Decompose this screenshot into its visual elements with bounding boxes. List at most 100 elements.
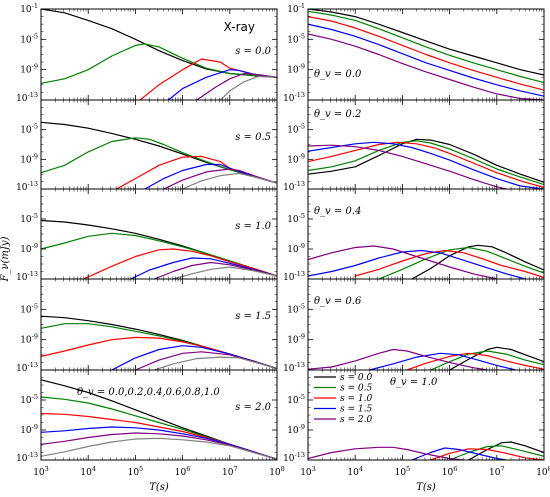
series-line-gray <box>173 266 277 279</box>
series-line-blue <box>130 257 277 279</box>
series-line-black <box>468 441 544 460</box>
series-line-red <box>139 58 277 100</box>
panel-left-0: 10-1 10-5 10-9 10-13 s = 0.0 X-ray <box>16 2 278 104</box>
series-line-black <box>308 138 544 183</box>
x-axis-title-right: T(s) <box>416 482 436 493</box>
y-tick-label: 10-9 <box>20 423 38 436</box>
y-tick-label: 10-1 <box>287 2 305 15</box>
series-line-red <box>41 412 277 460</box>
band-label: X-ray <box>224 20 255 34</box>
y-tick-label: 10-9 <box>20 63 38 76</box>
series-line-blue <box>168 69 277 100</box>
series-line-purple <box>154 261 277 279</box>
y-tick-label: 10-5 <box>287 32 305 45</box>
panel-left-2: 10-5 10-9 10-13 s = 1.0 <box>16 188 278 283</box>
legend-label: s = 0.0 <box>340 373 372 383</box>
series-line-black <box>411 244 544 279</box>
series-line-purple <box>196 72 277 100</box>
y-tick-label: 10-13 <box>283 451 305 464</box>
series-line-blue <box>111 345 277 370</box>
series-line-red <box>308 16 544 91</box>
y-tick-label: 10-5 <box>20 123 38 136</box>
series-line-red <box>83 248 277 279</box>
series-line-green <box>41 43 277 84</box>
series-line-red <box>308 141 544 189</box>
series-line-purple <box>163 168 277 189</box>
x-tick-label: 108 <box>536 465 550 478</box>
series-line-red <box>406 352 544 370</box>
series-line-red <box>41 336 277 370</box>
panel-label-theta: θ_v = 0.2 <box>314 109 361 120</box>
y-tick-label: 10-5 <box>287 393 305 406</box>
panel-right-0: 10-1 10-5 10-9 10-13 θ_v = 0.0 <box>283 2 545 104</box>
y-tick-label: 10-9 <box>20 152 38 165</box>
panel-label-s: s = 1.0 <box>235 221 271 232</box>
series-line-green <box>41 232 277 277</box>
y-axis-title: F_ν(mJy) <box>0 236 11 282</box>
series-line-blue <box>308 249 526 279</box>
y-tick-label: 10-13 <box>283 91 305 104</box>
series-line-black <box>449 346 544 370</box>
series-line-purple <box>41 432 277 460</box>
theta-values-note: θ_v = 0.0,0.2,0.4,0.6,0.8,1.0 <box>77 387 220 398</box>
y-tick-label: 10-13 <box>16 451 38 464</box>
series-line-blue <box>308 23 544 97</box>
series-line-gray <box>182 172 277 189</box>
series-line-gray <box>219 75 277 100</box>
series-line-purple <box>135 351 277 370</box>
series-line-red <box>116 155 277 189</box>
x-tick-label: 103 <box>33 465 49 478</box>
series-line-purple <box>308 144 507 189</box>
x-tick-label: 107 <box>489 465 505 478</box>
y-tick-label: 10-9 <box>287 63 305 76</box>
x-tick-label: 106 <box>175 465 191 478</box>
series-line-green <box>378 246 544 279</box>
y-tick-label: 10-9 <box>287 152 305 165</box>
y-tick-label: 10-9 <box>20 242 38 255</box>
x-tick-label: 104 <box>347 465 363 478</box>
y-tick-label: 10-9 <box>287 333 305 346</box>
series-line-gray <box>41 437 277 460</box>
panel-label-s: s = 1.5 <box>235 311 271 322</box>
legend-label: s = 1.5 <box>340 405 372 415</box>
panel-right-1: 10-5 10-9 10-13 θ_v = 0.2 <box>283 99 545 193</box>
panel-right-2: 10-5 10-9 10-13 θ_v = 0.4 <box>283 188 545 283</box>
series-line-purple <box>308 446 464 460</box>
y-tick-label: 10-1 <box>20 2 38 15</box>
series-line-blue <box>41 426 277 460</box>
x-tick-label: 105 <box>395 465 411 478</box>
y-tick-label: 10-5 <box>20 302 38 315</box>
x-axis-title-left: T(s) <box>149 482 169 493</box>
panel-label-theta: θ_v = 0.4 <box>314 206 361 217</box>
legend-label: s = 1.0 <box>340 394 372 404</box>
series-line-gray <box>154 356 277 370</box>
series-line-black <box>308 9 544 76</box>
series-line-green <box>449 445 544 460</box>
legend: s = 0.0s = 0.5s = 1.0s = 1.5s = 2.0 <box>314 373 372 425</box>
panel-label-theta: θ_v = 0.6 <box>314 296 362 307</box>
y-tick-label: 10-13 <box>16 361 38 374</box>
y-tick-label: 10-9 <box>287 423 305 436</box>
x-tick-label: 104 <box>80 465 96 478</box>
x-tick-label: 106 <box>442 465 458 478</box>
panel-label-s: s = 0.0 <box>235 46 271 57</box>
y-tick-label: 10-13 <box>16 180 38 193</box>
y-tick-label: 10-9 <box>287 242 305 255</box>
x-tick-label: 103 <box>300 465 316 478</box>
panel-label-theta: θ_v = 0.0 <box>314 69 362 80</box>
panel-label-theta: θ_v = 1.0 <box>390 377 438 388</box>
y-tick-label: 10-13 <box>283 270 305 283</box>
legend-label: s = 0.5 <box>340 384 372 394</box>
series-line-green <box>41 137 277 184</box>
series-line-purple <box>308 245 497 279</box>
panel-left-3: 10-5 10-9 10-13 s = 1.5 <box>16 278 278 374</box>
y-tick-label: 10-5 <box>287 123 305 136</box>
x-tick-label: 105 <box>128 465 144 478</box>
y-tick-label: 10-5 <box>20 212 38 225</box>
panel-label-s: s = 2.0 <box>235 402 271 413</box>
panel-frame <box>40 99 278 190</box>
series-line-green <box>430 350 544 370</box>
